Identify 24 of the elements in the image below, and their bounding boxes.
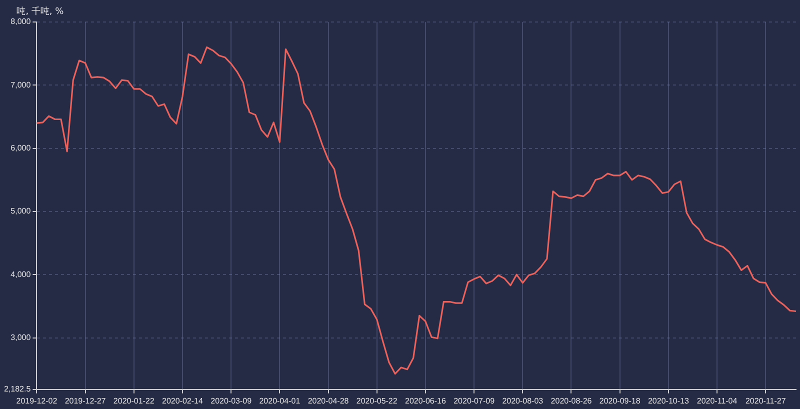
y-tick-label: 6,000 (10, 144, 32, 153)
y-tick-label: 2,182.5 (4, 384, 32, 394)
x-tick-label: 2020-11-04 (696, 396, 738, 406)
y-tick-label: 7,000 (10, 80, 32, 90)
x-tick-label: 2020-02-14 (162, 396, 204, 406)
x-tick-label: 2019-12-27 (64, 396, 106, 406)
x-tick-label: 2020-11-27 (745, 396, 786, 406)
x-tick-label: 2020-03-09 (210, 396, 252, 406)
x-tick-label: 2020-08-03 (502, 396, 544, 406)
x-tick-label: 2020-07-09 (454, 396, 496, 406)
y-tick-label: 5,000 (10, 206, 32, 216)
y-axis-title: 吨, 千吨, % (16, 6, 64, 17)
y-tick-label: 3,000 (10, 332, 32, 342)
x-tick-label: 2020-10-13 (648, 396, 690, 406)
x-tick-label: 2019-12-02 (16, 396, 58, 406)
x-tick-label: 2020-04-01 (259, 396, 301, 406)
x-tick-label: 2020-01-22 (113, 396, 155, 406)
x-tick-label: 2020-04-28 (308, 396, 350, 406)
x-tick-label: 2020-09-18 (599, 396, 641, 406)
x-tick-label: 2020-06-16 (404, 396, 446, 406)
x-tick-label: 2020-05-22 (356, 396, 398, 406)
x-tick-label: 2020-08-26 (550, 396, 592, 406)
y-tick-label: 8,000 (10, 17, 32, 26)
y-tick-label: 4,000 (10, 270, 32, 279)
